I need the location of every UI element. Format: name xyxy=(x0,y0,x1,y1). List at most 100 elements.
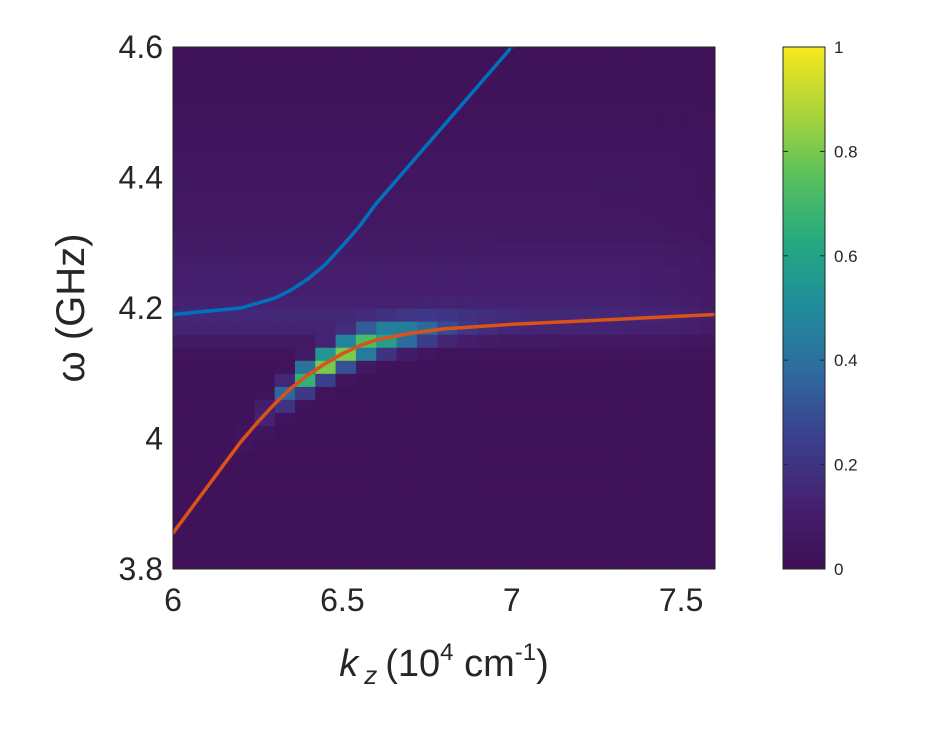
heatmap-cell xyxy=(213,438,235,453)
heatmap-cell xyxy=(213,138,235,152)
heatmap-cell xyxy=(193,229,215,244)
heatmap-cell xyxy=(701,138,715,152)
heatmap-cell xyxy=(173,529,194,544)
heatmap-cell xyxy=(355,464,377,479)
heatmap-cell xyxy=(355,347,377,361)
heatmap-cell xyxy=(437,177,459,192)
heatmap-cell xyxy=(538,255,560,270)
heatmap-cell xyxy=(477,464,499,479)
heatmap-cell xyxy=(396,281,418,296)
heatmap-cell xyxy=(477,112,499,126)
heatmap-cell xyxy=(193,47,215,61)
heatmap-cell xyxy=(579,177,601,192)
heatmap-cell xyxy=(660,216,682,231)
heatmap-cell xyxy=(559,164,581,179)
heatmap-cell xyxy=(457,60,479,74)
heatmap-cell xyxy=(660,490,682,505)
heatmap-cell xyxy=(437,268,459,283)
heatmap-cell xyxy=(559,47,581,61)
heatmap-cell xyxy=(213,177,235,192)
heatmap-cell xyxy=(396,373,418,387)
heatmap-cell xyxy=(355,229,377,244)
heatmap-cell xyxy=(457,360,479,374)
heatmap-cell xyxy=(213,347,235,361)
heatmap-cell xyxy=(457,477,479,492)
heatmap-cell xyxy=(193,112,215,126)
heatmap-cell xyxy=(457,125,479,139)
colorbar-tick-label: 0.6 xyxy=(834,247,858,266)
heatmap-cell xyxy=(416,347,438,361)
heatmap-cell xyxy=(355,373,377,387)
heatmap-cell xyxy=(599,86,621,100)
heatmap-cell xyxy=(538,529,560,544)
colorbar-ticks: 0 0.2 0.4 0.6 0.8 1 xyxy=(783,38,858,579)
heatmap-cell xyxy=(518,503,540,518)
heatmap-cell xyxy=(538,308,560,322)
heatmap-cell xyxy=(416,73,438,87)
heatmap-cell xyxy=(315,86,337,100)
heatmap-cell xyxy=(457,47,479,61)
heatmap-cell xyxy=(457,203,479,218)
heatmap-cell xyxy=(335,503,357,518)
heatmap-cell xyxy=(193,477,215,492)
heatmap-cell xyxy=(538,412,560,427)
heatmap-cell xyxy=(416,555,438,569)
heatmap-cell xyxy=(681,386,703,400)
heatmap-cell xyxy=(213,164,235,179)
heatmap-cell xyxy=(416,281,438,296)
heatmap-cell xyxy=(315,151,337,166)
heatmap-cell xyxy=(437,399,459,413)
heatmap-cell xyxy=(355,47,377,61)
heatmap-cell xyxy=(315,229,337,244)
heatmap-cell xyxy=(640,399,662,413)
heatmap-cell xyxy=(599,373,621,387)
heatmap-cell xyxy=(213,360,235,374)
colorbar: 0 0.2 0.4 0.6 0.8 1 xyxy=(782,38,858,579)
heatmap-cell xyxy=(701,242,715,257)
heatmap-cell xyxy=(355,268,377,283)
heatmap-cell xyxy=(477,151,499,166)
heatmap-cell xyxy=(274,308,296,322)
heatmap-cell xyxy=(559,203,581,218)
colorbar-tick-label: 1 xyxy=(834,38,843,57)
heatmap-cell xyxy=(294,529,316,544)
heatmap-cell xyxy=(477,542,499,557)
heatmap-cell xyxy=(335,99,357,113)
heatmap-cell xyxy=(274,477,296,492)
heatmap-cell xyxy=(376,347,398,361)
heatmap-cell xyxy=(681,490,703,505)
heatmap-cell xyxy=(579,294,601,309)
heatmap-cell xyxy=(559,60,581,74)
heatmap-cell xyxy=(457,334,479,348)
colorbar-tick-label: 0.4 xyxy=(834,351,858,370)
heatmap-cell xyxy=(193,399,215,413)
heatmap-cell xyxy=(681,125,703,139)
heatmap-cell xyxy=(660,529,682,544)
heatmap-cell xyxy=(498,177,520,192)
series-line-2 xyxy=(173,312,715,535)
heatmap-cell xyxy=(701,177,715,192)
heatmap-cell xyxy=(640,216,662,231)
heatmap-cell xyxy=(681,268,703,283)
heatmap-cell xyxy=(335,151,357,166)
heatmap-cell xyxy=(254,177,276,192)
y-tick-label: 4.4 xyxy=(119,160,163,196)
heatmap-cell xyxy=(701,373,715,387)
heatmap-cell xyxy=(335,216,357,231)
heatmap-cell xyxy=(213,242,235,257)
heatmap-cell xyxy=(701,412,715,427)
heatmap-cell xyxy=(559,412,581,427)
heatmap-cell xyxy=(274,451,296,466)
heatmap-cell xyxy=(173,334,194,348)
heatmap-cell xyxy=(640,477,662,492)
heatmap-cell xyxy=(681,529,703,544)
heatmap-cell xyxy=(173,177,194,192)
x-label-subscript: z xyxy=(363,660,377,690)
heatmap-cell xyxy=(620,73,642,87)
heatmap-cell xyxy=(559,125,581,139)
heatmap-cell xyxy=(701,47,715,61)
heatmap-cell xyxy=(315,203,337,218)
heatmap-cell xyxy=(315,47,337,61)
heatmap-cell xyxy=(579,464,601,479)
heatmap-cell xyxy=(173,373,194,387)
